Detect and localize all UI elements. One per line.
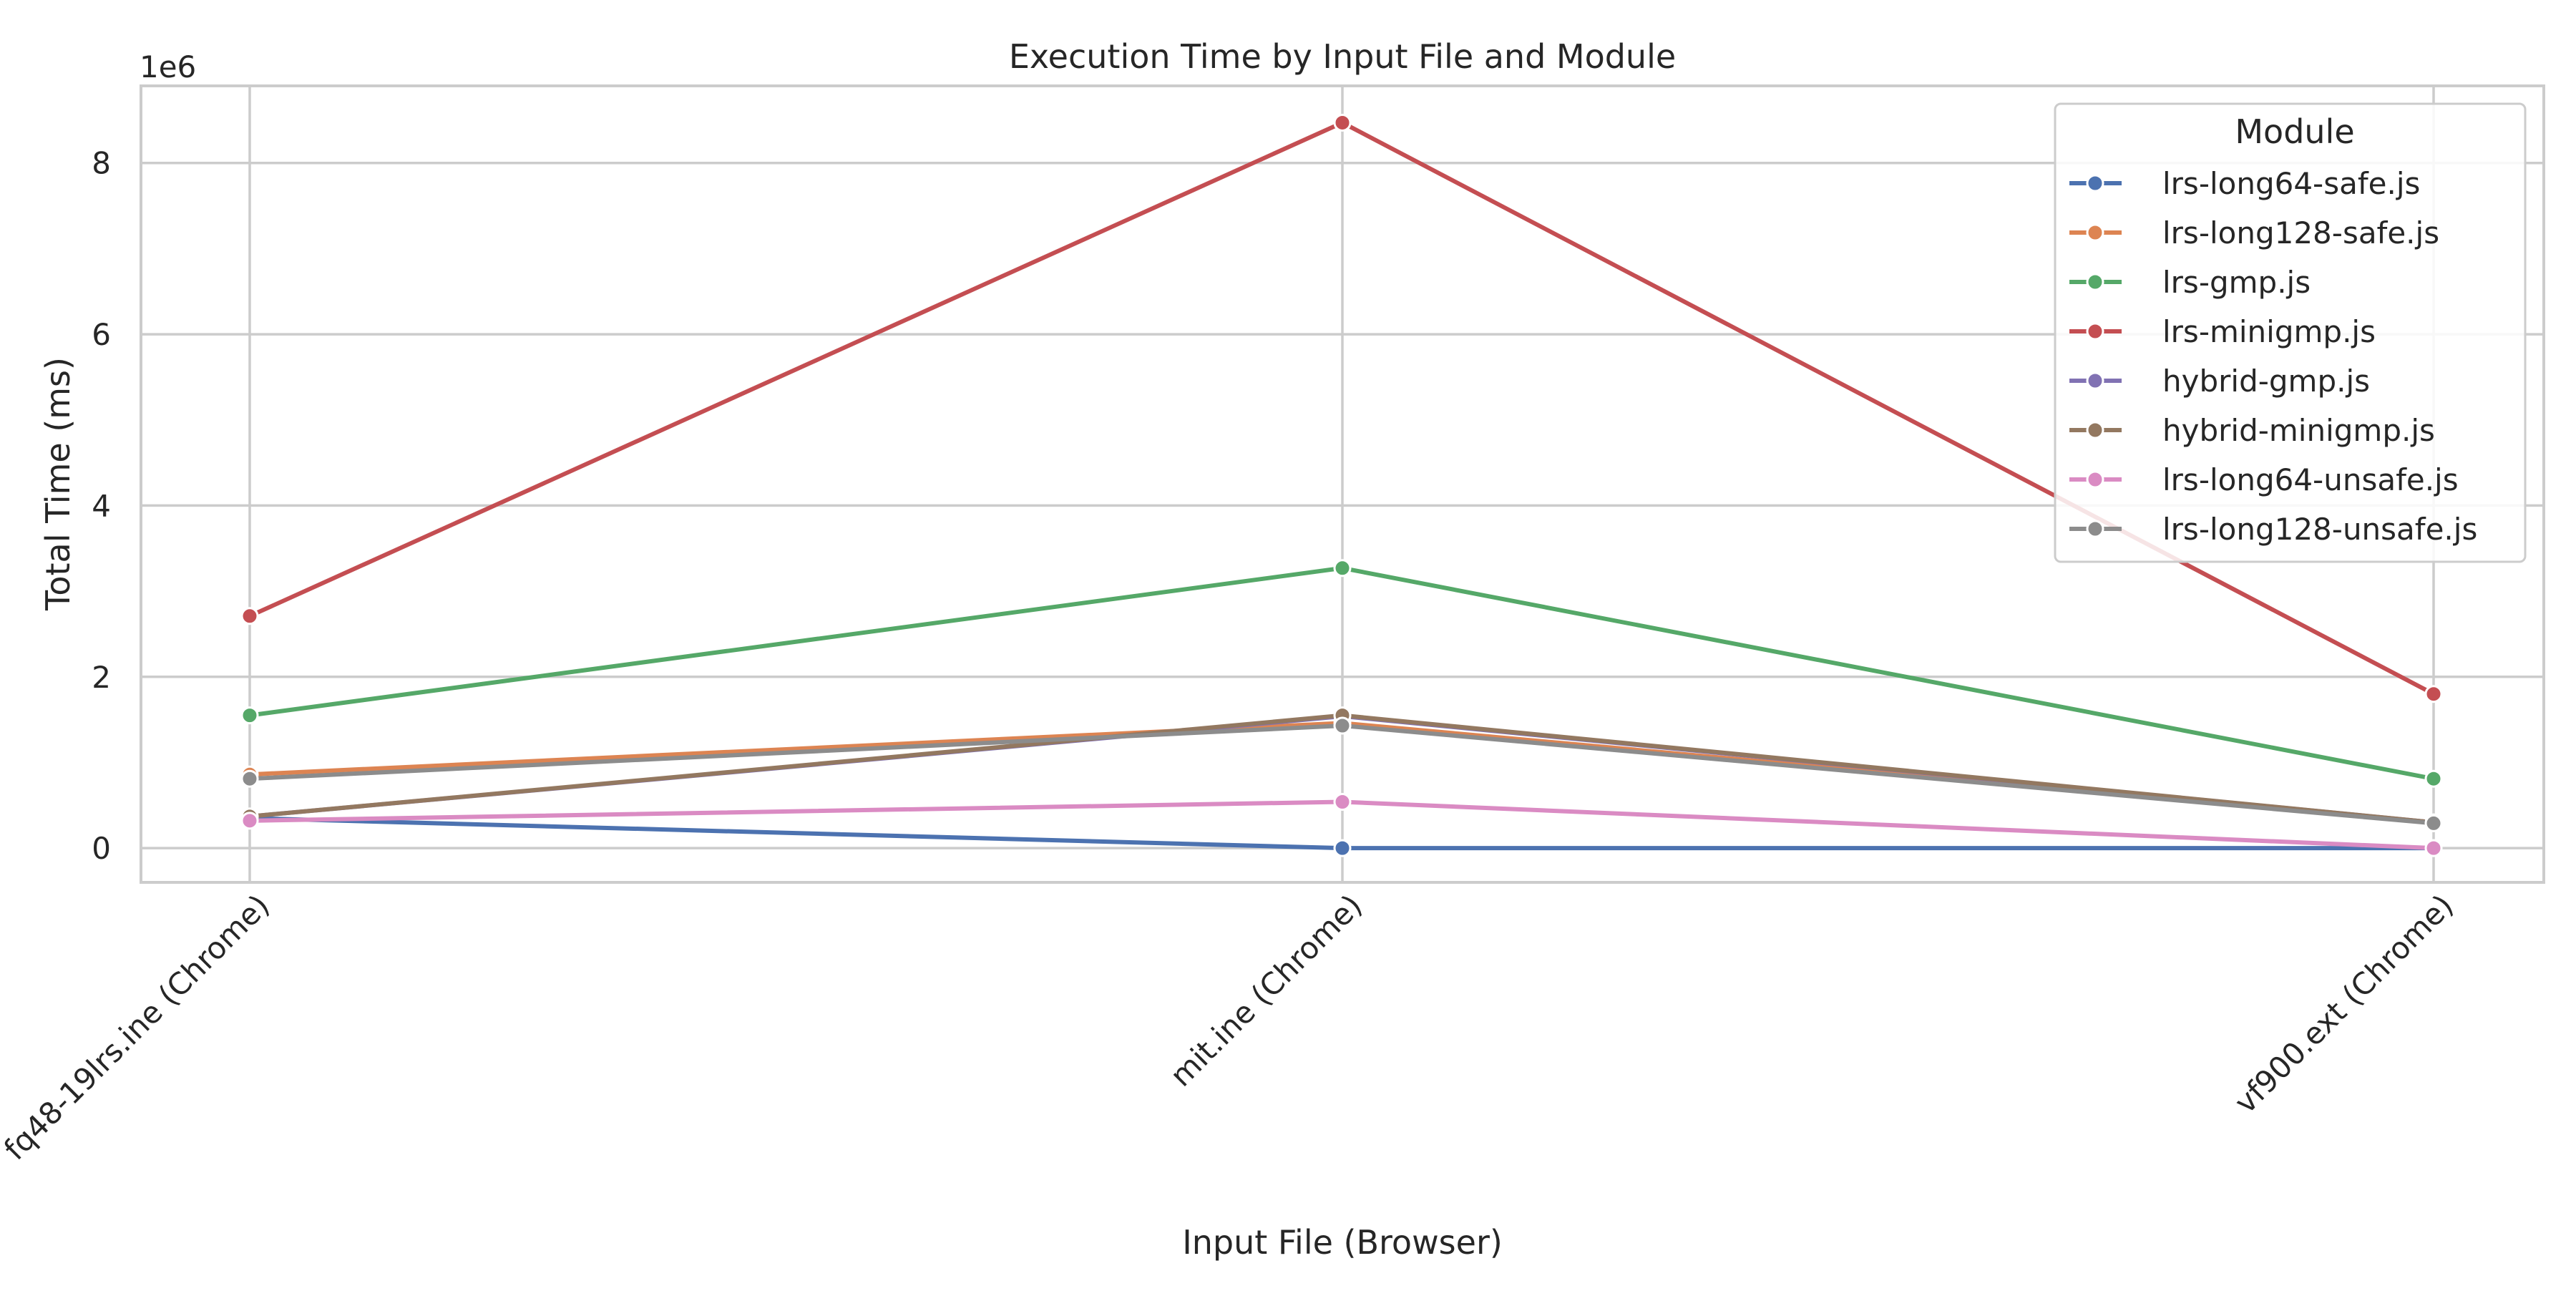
legend-swatch-marker xyxy=(2086,470,2104,489)
legend-swatch-marker xyxy=(2086,174,2104,193)
legend-item: lrs-long128-safe.js xyxy=(2069,215,2439,250)
legend-swatch-marker xyxy=(2086,273,2104,291)
data-point xyxy=(1333,716,1352,735)
y-tick-label: 2 xyxy=(92,660,111,695)
data-point xyxy=(240,812,259,830)
legend-label: hybrid-gmp.js xyxy=(2162,364,2370,399)
data-point xyxy=(1333,839,1352,857)
series-lrs-long128-unsafe.js xyxy=(240,716,2443,832)
legend-item: lrs-gmp.js xyxy=(2069,265,2311,300)
legend-item: lrs-minigmp.js xyxy=(2069,314,2376,349)
data-point xyxy=(1333,793,1352,812)
x-axis-label: Input File (Browser) xyxy=(1182,1223,1503,1262)
legend-label: lrs-long128-safe.js xyxy=(2162,215,2439,250)
legend-item: lrs-long64-safe.js xyxy=(2069,166,2420,201)
y-axis-offset-label: 1e6 xyxy=(140,49,196,84)
legend-item: hybrid-minigmp.js xyxy=(2069,413,2435,448)
y-tick-label: 8 xyxy=(92,146,111,181)
data-point xyxy=(2424,769,2443,788)
y-tick-label: 4 xyxy=(92,488,111,523)
series-lrs-gmp.js xyxy=(240,559,2443,788)
y-tick-label: 0 xyxy=(92,831,111,866)
legend-label: lrs-gmp.js xyxy=(2162,265,2311,300)
legend-label: lrs-long64-unsafe.js xyxy=(2162,462,2459,497)
plot-area xyxy=(140,84,2545,884)
data-point xyxy=(240,769,259,788)
data-point xyxy=(240,706,259,725)
legend-label: lrs-long128-unsafe.js xyxy=(2162,512,2477,547)
data-point xyxy=(1333,559,1352,578)
legend-item: lrs-long128-unsafe.js xyxy=(2069,512,2477,547)
legend-label: hybrid-minigmp.js xyxy=(2162,413,2435,448)
legend-label: lrs-long64-safe.js xyxy=(2162,166,2420,201)
legend-item: lrs-long64-unsafe.js xyxy=(2069,462,2459,497)
chart-title: Execution Time by Input File and Module xyxy=(1009,37,1676,76)
data-point xyxy=(1333,113,1352,132)
y-tick-label: 6 xyxy=(92,317,111,352)
legend-swatch-marker xyxy=(2086,520,2104,538)
y-axis-label: Total Time (ms) xyxy=(39,357,77,611)
legend-box xyxy=(2054,102,2527,563)
series-lrs-long64-unsafe.js xyxy=(240,793,2443,857)
legend-label: lrs-minigmp.js xyxy=(2162,314,2376,349)
legend-title: Module xyxy=(2235,112,2354,151)
data-point xyxy=(240,607,259,625)
legend-swatch-marker xyxy=(2086,421,2104,439)
legend: Module lrs-long64-safe.js lrs-long128-saf… xyxy=(2054,102,2527,563)
legend-swatch-marker xyxy=(2086,371,2104,390)
legend-swatch-marker xyxy=(2086,322,2104,341)
data-point xyxy=(2424,685,2443,703)
data-point xyxy=(2424,839,2443,857)
legend-swatch-marker xyxy=(2086,223,2104,242)
legend-item: hybrid-gmp.js xyxy=(2069,364,2370,399)
data-point xyxy=(2424,814,2443,832)
